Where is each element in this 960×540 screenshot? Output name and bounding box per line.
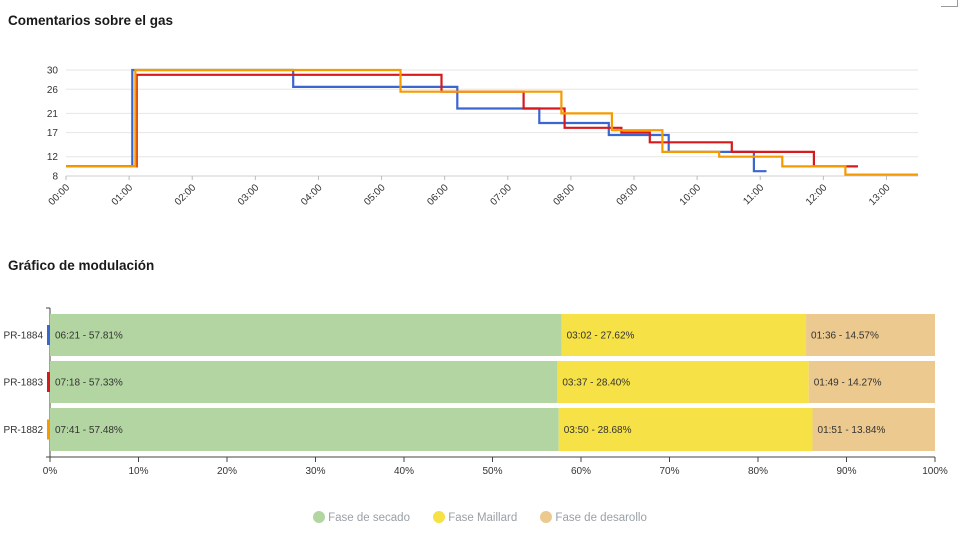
category-label: PR-1883 [4, 378, 44, 389]
bar-data-label: 07:18 - 57.33% [55, 378, 123, 389]
legend-item-secado[interactable]: Fase de secado [313, 511, 410, 524]
legend: Fase de secado Fase Maillard Fase de des… [0, 511, 960, 524]
category-label: PR-1882 [4, 425, 44, 436]
bar-data-label: 03:50 - 28.68% [564, 425, 632, 436]
x-tick-label: 90% [836, 466, 856, 477]
category-marker [47, 419, 50, 440]
category-marker [47, 372, 50, 392]
x-tick-label: 100% [922, 466, 948, 477]
series-line-2 [66, 68, 918, 176]
y-tick-label: 30 [47, 66, 59, 77]
y-tick-label: 26 [47, 85, 59, 96]
legend-label: Fase Maillard [448, 512, 518, 524]
y-tick-label: 17 [47, 128, 59, 139]
x-tick-label: 70% [659, 466, 679, 477]
modulation-chart-title: Gráfico de modulación [8, 258, 155, 273]
legend-label: Fase de secado [328, 512, 410, 524]
bar-segment [806, 314, 935, 356]
x-tick-label: 50% [482, 466, 502, 477]
legend-dot [433, 511, 446, 523]
gas-chart-title: Comentarios sobre el gas [8, 13, 174, 28]
x-tick-label: 80% [748, 466, 768, 477]
series-line-1 [66, 73, 858, 168]
legend-label: Fase de desarollo [555, 512, 647, 524]
x-tick-label: 10% [128, 466, 148, 477]
x-tick-label: 30% [305, 466, 325, 477]
y-tick-label: 8 [52, 172, 58, 183]
x-tick-label: 40% [394, 466, 414, 477]
bar-segment [808, 361, 935, 403]
bar-segment [561, 314, 807, 356]
bar-segment [50, 314, 562, 356]
y-tick-label: 21 [47, 109, 59, 120]
bar-data-label: 06:21 - 57.81% [55, 331, 123, 342]
bar-segment [50, 408, 559, 451]
bar-segment [557, 361, 809, 403]
legend-dot [540, 511, 553, 523]
category-label: PR-1884 [4, 331, 44, 342]
legend-item-maillard[interactable]: Fase Maillard [433, 511, 517, 524]
x-tick-label: 60% [571, 466, 591, 477]
bar-data-label: 03:37 - 28.40% [562, 378, 630, 389]
bar-segment [558, 408, 813, 451]
bar-data-label: 07:41 - 57.48% [55, 425, 123, 436]
expand-icon[interactable] [941, 0, 958, 7]
category-marker [47, 325, 50, 345]
bar-data-label: 01:36 - 14.57% [811, 331, 879, 342]
bar-data-label: 03:02 - 27.62% [567, 331, 635, 342]
legend-dot [313, 511, 326, 523]
bar-segment [812, 408, 935, 451]
legend-item-desarollo[interactable]: Fase de desarollo [540, 511, 647, 524]
x-tick-label: 20% [217, 466, 237, 477]
bar-segment [50, 361, 558, 403]
x-tick-label: 0% [43, 466, 58, 477]
bar-data-label: 01:51 - 13.84% [818, 425, 886, 436]
bar-data-label: 01:49 - 14.27% [814, 378, 882, 389]
y-tick-label: 12 [47, 152, 59, 163]
